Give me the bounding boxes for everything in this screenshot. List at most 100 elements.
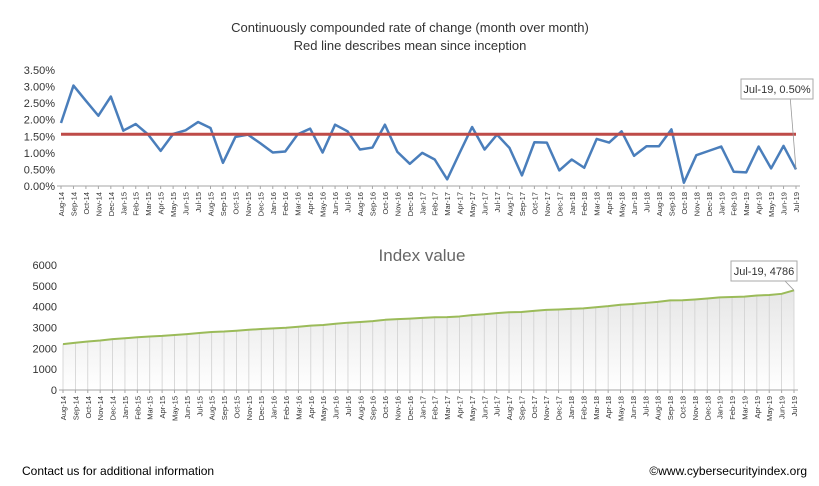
x-tick-label: May-18 — [617, 396, 626, 421]
x-tick-label: Apr-15 — [157, 192, 166, 215]
rate-chart: 0.00% 0.50% 1.00% 1.50% 2.00% 2.50% 3.00% 3.50%… — [24, 65, 814, 217]
x-tick-label: Nov-15 — [244, 192, 253, 216]
y-tick-label: 1.00% — [24, 148, 55, 160]
x-tick-label: Nov-17 — [543, 192, 552, 216]
x-tick-label: Mar-17 — [443, 396, 452, 420]
x-tick-label: Oct-14 — [84, 396, 93, 419]
x-tick-label: Jun-19 — [780, 192, 789, 215]
y-tick-label: 3000 — [33, 323, 57, 335]
x-tick-label: Jan-19 — [717, 192, 726, 215]
x-tick-label: Mar-15 — [144, 192, 153, 216]
x-tick-label: Sep-15 — [220, 396, 229, 420]
x-tick-label: May-19 — [767, 192, 776, 217]
y-tick-label: 2000 — [33, 343, 57, 355]
x-tick-label: Apr-16 — [306, 192, 315, 215]
x-tick-label: Jul-19 — [792, 192, 801, 212]
x-tick-label: Nov-18 — [692, 192, 701, 216]
x-tick-label: Jul-18 — [641, 396, 650, 416]
x-tick-label: Sep-18 — [666, 396, 675, 420]
y-tick-label: 4000 — [33, 302, 57, 314]
x-tick-label: Dec-17 — [555, 396, 564, 420]
x-tick-label: May-16 — [319, 396, 328, 421]
x-tick-label: Aug-15 — [208, 396, 217, 420]
x-tick-label: Apr-15 — [158, 396, 167, 419]
x-tick-label: Apr-17 — [456, 192, 465, 215]
x-tick-label: Jul-16 — [344, 192, 353, 212]
x-tick-label: Aug-16 — [356, 192, 365, 216]
contact-text: Contact us for additional information — [22, 464, 215, 478]
callout-leader — [784, 280, 795, 291]
x-tick-label: Feb-19 — [728, 396, 737, 420]
x-tick-label: Aug-14 — [59, 396, 68, 420]
x-tick-label: Sep-14 — [71, 396, 80, 420]
x-tick-label: Apr-16 — [307, 396, 316, 419]
x-tick-label: Dec-15 — [257, 396, 266, 420]
x-tick-label: Jul-15 — [195, 396, 204, 416]
x-tick-label: Jun-16 — [331, 192, 340, 215]
x-tick-label: May-17 — [468, 192, 477, 217]
x-tick-label: Feb-17 — [431, 192, 440, 216]
x-tick-label: Apr-18 — [605, 192, 614, 215]
x-tick-label: Sep-18 — [667, 192, 676, 216]
x-tick-label: Feb-16 — [282, 396, 291, 420]
x-tick-label: Aug-14 — [57, 192, 66, 216]
x-tick-label: Dec-14 — [109, 396, 118, 420]
x-tick-label: Nov-17 — [542, 396, 551, 420]
x-tick-label: Jun-18 — [629, 396, 638, 419]
x-tick-label: Oct-18 — [680, 192, 689, 215]
x-tick-label: Jan-17 — [418, 192, 427, 215]
y-tick-label: 2.50% — [24, 98, 55, 110]
x-tick-label: Jul-15 — [194, 192, 203, 212]
x-tick-label: Nov-18 — [691, 396, 700, 420]
x-tick-label: Apr-17 — [455, 396, 464, 419]
x-tick-label: Jan-16 — [270, 396, 279, 419]
x-tick-label: Apr-18 — [604, 396, 613, 419]
x-tick-label: Oct-14 — [82, 192, 91, 215]
x-tick-label: Oct-16 — [381, 396, 390, 419]
callout-box — [730, 260, 798, 282]
x-tick-label: Mar-19 — [742, 192, 751, 216]
x-tick-label: Jan-15 — [121, 396, 130, 419]
x-tick-label: Jun-15 — [183, 396, 192, 419]
x-tick-label: Sep-15 — [219, 192, 228, 216]
x-tick-label: Jul-16 — [344, 396, 353, 416]
x-tick-label: Nov-16 — [393, 192, 402, 216]
x-tick-label: Nov-14 — [94, 192, 103, 216]
x-tick-label: Jul-17 — [493, 396, 502, 416]
x-tick-label: Oct-17 — [530, 192, 539, 215]
x-tick-label: Jun-17 — [481, 192, 490, 215]
copyright-text: ©www.cybersecurityindex.org — [649, 464, 807, 478]
x-tick-label: Aug-18 — [655, 192, 664, 216]
x-tick-label: May-17 — [468, 396, 477, 421]
x-tick-label: Jun-19 — [778, 396, 787, 419]
x-tick-label: Mar-16 — [294, 192, 303, 216]
callout-label: Jul-19, 0.50% — [743, 84, 810, 96]
x-tick-label: Oct-18 — [678, 396, 687, 419]
x-tick-label: Jul-19 — [790, 396, 799, 416]
y-tick-label: 3.50% — [24, 65, 55, 77]
x-tick-label: Dec-18 — [705, 192, 714, 216]
x-tick-label: Jun-15 — [182, 192, 191, 215]
x-tick-label: Oct-15 — [231, 192, 240, 215]
x-tick-label: Jun-17 — [480, 396, 489, 419]
x-tick-label: Feb-15 — [133, 396, 142, 420]
x-tick-label: Jul-18 — [643, 192, 652, 212]
x-tick-label: Mar-15 — [146, 396, 155, 420]
x-tick-label: Feb-18 — [579, 396, 588, 420]
y-tick-label: 3.00% — [24, 82, 55, 94]
x-tick-label: Feb-16 — [281, 192, 290, 216]
x-tick-label: Dec-17 — [555, 192, 564, 216]
index-chart-title: Index value — [379, 246, 466, 265]
x-tick-label: Mar-18 — [593, 192, 602, 216]
x-tick-label: Jan-17 — [418, 396, 427, 419]
callout-box — [740, 78, 814, 100]
x-tick-label: May-16 — [319, 192, 328, 217]
x-tick-label: Jun-16 — [332, 396, 341, 419]
x-tick-label: Sep-17 — [517, 396, 526, 420]
y-tick-label: 2.00% — [24, 115, 55, 127]
x-tick-label: May-15 — [171, 396, 180, 421]
x-tick-label: Aug-15 — [206, 192, 215, 216]
rate-chart-subtitle: Red line describes mean since inception — [294, 38, 527, 53]
x-tick-label: Jul-17 — [493, 192, 502, 212]
